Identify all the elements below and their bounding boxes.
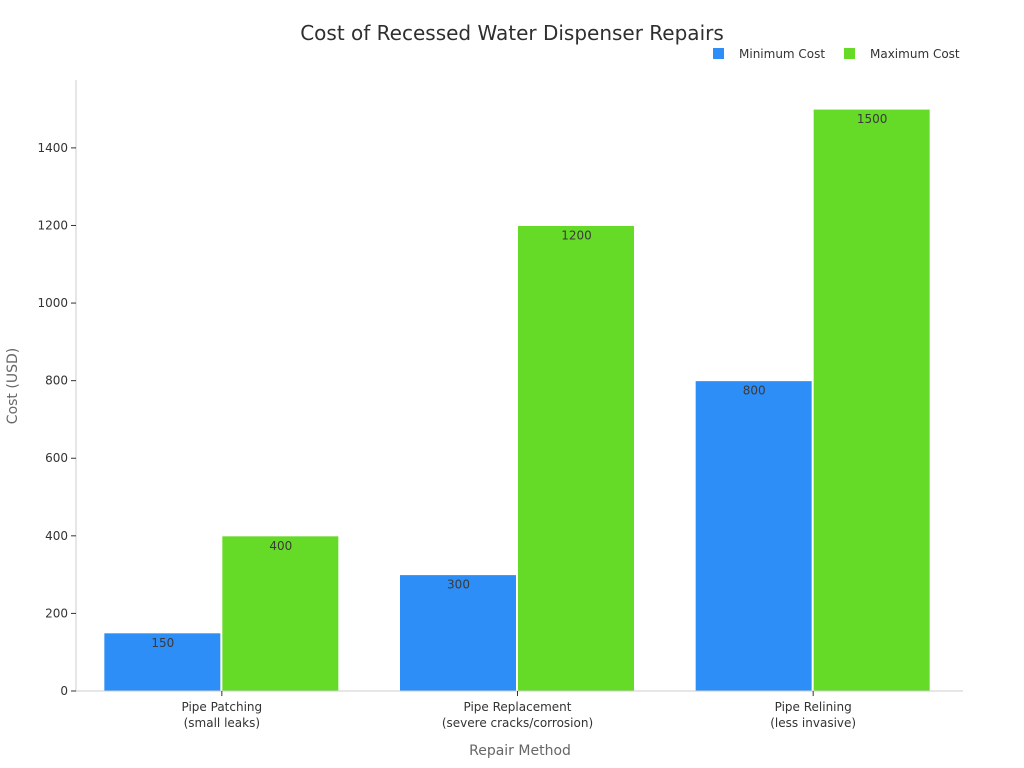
legend-swatch <box>713 48 724 59</box>
bars-group: 150 400 300 1200 800 1500 <box>103 108 931 692</box>
x-axis: Pipe Patching (small leaks) Pipe Replaceme… <box>76 690 963 730</box>
data-label: 400 <box>269 539 292 553</box>
x-category-label-line: (less invasive) <box>770 716 856 730</box>
legend-label: Maximum Cost <box>870 47 960 61</box>
x-category-label: Pipe Patching (small leaks) <box>182 700 263 730</box>
data-label: 150 <box>151 636 174 650</box>
y-tick-label: 800 <box>45 374 68 388</box>
legend-label: Minimum Cost <box>739 47 825 61</box>
y-tick-label: 1400 <box>37 141 68 155</box>
data-label: 300 <box>447 578 470 592</box>
x-category-label-line: (severe cracks/corrosion) <box>442 716 593 730</box>
y-tick-label: 1200 <box>37 218 68 232</box>
data-label: 1200 <box>561 228 592 242</box>
x-category-label-line: Pipe Relining <box>775 700 852 714</box>
bar-maximum-cost <box>221 535 340 692</box>
bar-minimum-cost <box>399 574 517 692</box>
y-axis-title: Cost (USD) <box>5 348 21 424</box>
y-tick-label: 0 <box>60 684 68 698</box>
x-category-label-line: Pipe Patching <box>182 700 263 714</box>
data-label: 1500 <box>857 112 888 126</box>
bar-minimum-cost <box>694 380 813 692</box>
y-tick-label: 200 <box>45 606 68 620</box>
y-axis: 0 200 400 600 800 1000 1200 1400 <box>37 80 77 698</box>
legend-swatch <box>844 48 855 59</box>
x-axis-title: Repair Method <box>469 743 571 759</box>
x-category-label-line: Pipe Replacement <box>464 700 572 714</box>
bar-maximum-cost <box>812 108 931 692</box>
y-tick-label: 1000 <box>37 296 68 310</box>
bar-maximum-cost <box>517 224 635 692</box>
x-category-label-line: (small leaks) <box>184 716 260 730</box>
x-category-label: Pipe Relining (less invasive) <box>770 700 856 730</box>
x-category-label: Pipe Replacement (severe cracks/corrosion… <box>442 700 593 730</box>
data-label: 800 <box>743 384 766 398</box>
bar-minimum-cost <box>103 632 222 692</box>
y-tick-label: 400 <box>45 529 68 543</box>
chart-title: Cost of Recessed Water Dispenser Repairs <box>300 21 724 45</box>
y-tick-label: 600 <box>45 451 68 465</box>
legend: Minimum Cost Maximum Cost <box>713 47 960 61</box>
